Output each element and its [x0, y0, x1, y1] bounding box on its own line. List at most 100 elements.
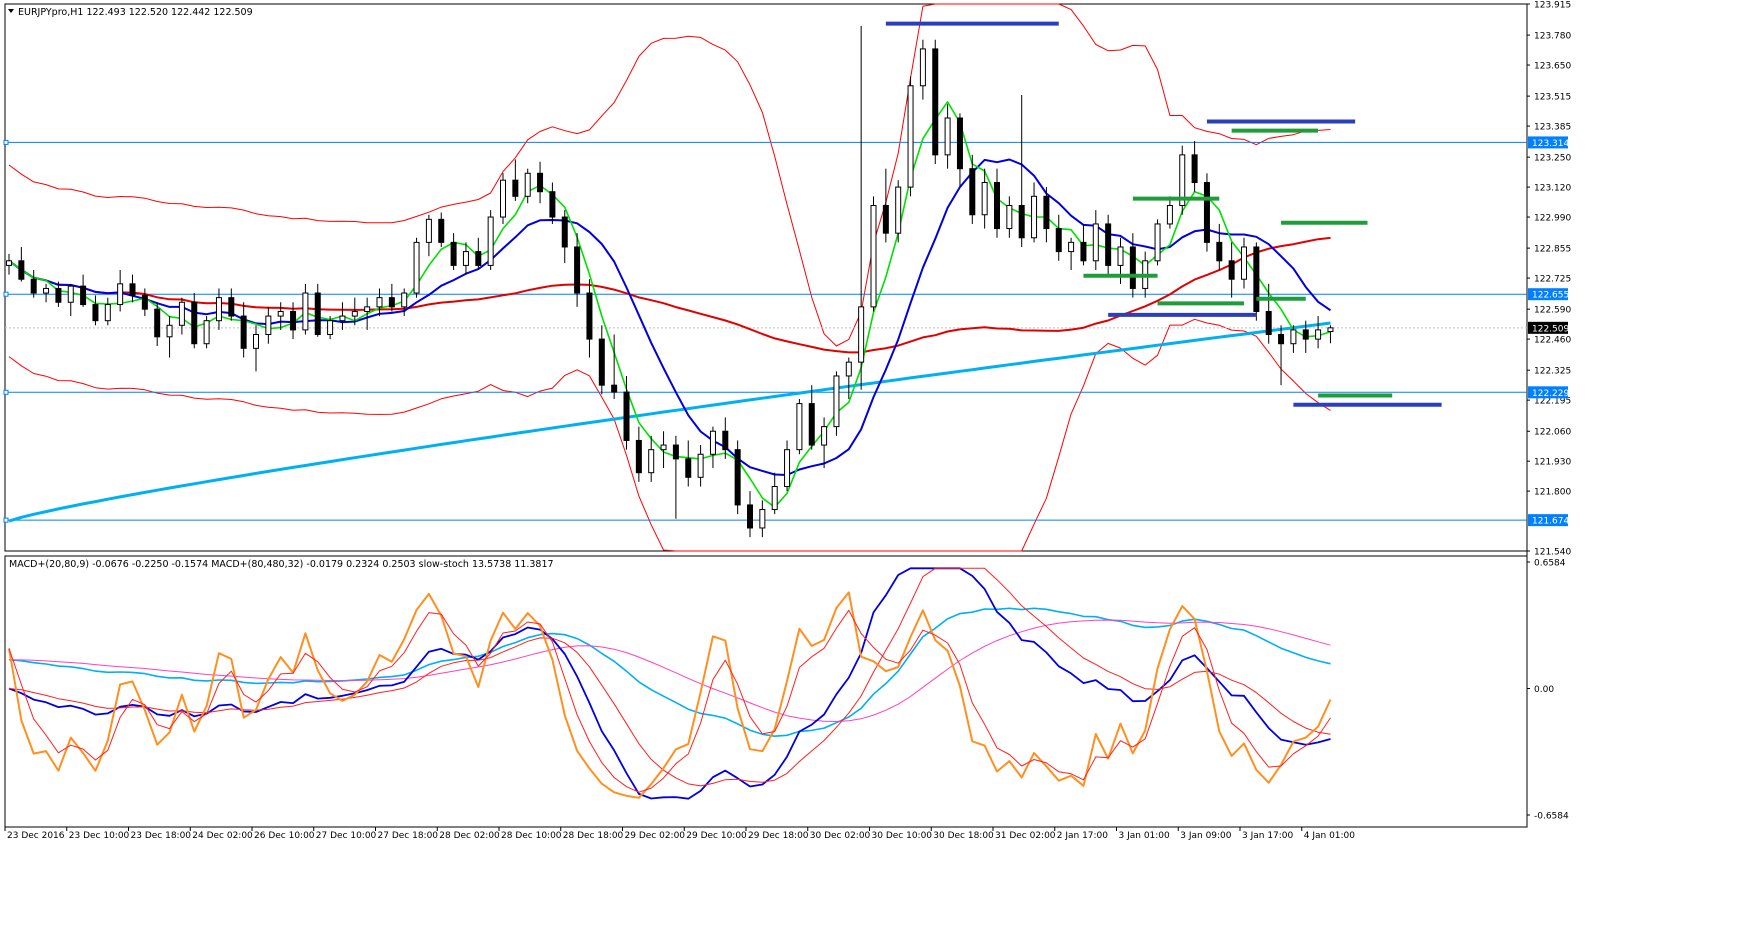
candle-body — [574, 246, 581, 294]
candle-body — [500, 179, 506, 218]
candle-body — [858, 306, 865, 363]
time-tick-label: 3 Jan 01:00 — [1119, 831, 1171, 841]
time-tick-label: 3 Jan 17:00 — [1242, 831, 1294, 841]
candle-body — [1068, 241, 1075, 253]
candle-body — [611, 384, 618, 393]
candle-body — [895, 186, 902, 234]
macd-fast-signal-line — [8, 567, 1331, 787]
candle-body — [784, 449, 791, 488]
candle-body — [1290, 329, 1297, 345]
candle-body — [104, 304, 111, 322]
horizontal-level-handle[interactable] — [3, 389, 9, 395]
candle-body — [166, 324, 173, 338]
horizontal-level-handle[interactable] — [3, 291, 9, 297]
candle-body — [1179, 154, 1186, 207]
time-tick-label: 29 Dec 18:00 — [748, 831, 809, 841]
candle-body — [117, 283, 124, 306]
candle-body — [524, 172, 531, 197]
candle-body — [549, 191, 556, 218]
candle-body — [1302, 329, 1309, 340]
candle-body — [67, 285, 74, 303]
candle-body — [339, 315, 346, 322]
candle-body — [240, 315, 247, 349]
indicator-tick-label: -0.6584 — [1534, 812, 1569, 822]
candle-body — [1265, 310, 1272, 336]
candle-body — [845, 361, 852, 377]
candle-body — [623, 391, 630, 441]
candle-body — [92, 304, 99, 322]
candle-body — [1315, 329, 1322, 340]
price-tick-label: 121.930 — [1534, 458, 1571, 468]
candle-body — [6, 260, 12, 266]
candle-body — [994, 181, 1000, 230]
candle-body — [709, 430, 716, 455]
candle-body — [450, 241, 457, 266]
candle-body — [796, 403, 803, 451]
candle-body — [228, 297, 235, 317]
candle-body — [586, 292, 593, 340]
candle-body — [191, 301, 198, 345]
price-tick-label: 122.855 — [1534, 245, 1571, 255]
price-tick-label: 122.590 — [1534, 306, 1571, 316]
time-tick-label: 2 Jan 17:00 — [1057, 831, 1109, 841]
candle-body — [388, 297, 395, 308]
symbol-dropdown-icon[interactable] — [8, 9, 14, 13]
candle-body — [722, 430, 729, 451]
candle-body — [253, 334, 259, 349]
candle-body — [1043, 195, 1050, 230]
time-axis: 23 Dec 2016 23 Dec 10:00 23 Dec 18:00 24 De… — [4, 826, 1527, 841]
candle-body — [1203, 181, 1210, 243]
candle-body — [129, 283, 136, 296]
candle-body — [1006, 205, 1013, 230]
candle-body — [1154, 223, 1161, 262]
horizontal-level-tag — [1528, 514, 1568, 527]
candle-body — [277, 310, 284, 317]
indicator-tick-label: 0.00 — [1534, 685, 1554, 695]
horizontal-level-label: 121.674 — [1532, 517, 1569, 527]
candle-body — [1117, 246, 1124, 266]
horizontal-level-label: 123.314 — [1532, 139, 1569, 149]
current-price-label: 122.509 — [1532, 324, 1569, 334]
candle-body — [1080, 241, 1087, 262]
price-tick-label: 123.915 — [1534, 1, 1571, 11]
candle-body — [1092, 223, 1099, 262]
time-tick-label: 4 Jan 01:00 — [1304, 831, 1356, 841]
time-tick-label: 28 Dec 02:00 — [439, 831, 500, 841]
candle-body — [1278, 334, 1285, 345]
candle-body — [1191, 154, 1198, 183]
price-tick-label: 123.120 — [1534, 184, 1571, 194]
candle-body — [80, 285, 87, 306]
candle-body — [685, 458, 692, 478]
horizontal-level-handle[interactable] — [3, 139, 9, 145]
indicator-readout: MACD+(20,80,9) -0.0676 -0.2250 -0.1574 M… — [9, 559, 554, 570]
indicator-tick-label: 0.6584 — [1534, 559, 1566, 569]
bollinger-upper-line — [8, 3, 1331, 347]
candle-body — [327, 320, 334, 336]
candle-body — [302, 292, 309, 331]
horizontal-level-handle[interactable] — [3, 517, 9, 523]
candle-body — [882, 205, 889, 234]
candle-body — [314, 292, 321, 336]
time-tick-label: 30 Dec 10:00 — [872, 831, 933, 841]
indicator-panel: MACD+(20,80,9) -0.0676 -0.2250 -0.1574 M… — [4, 555, 1569, 828]
candle-body — [364, 306, 371, 312]
candle-body — [1031, 195, 1038, 239]
price-tick-label: 123.780 — [1534, 32, 1571, 42]
candle-body — [401, 292, 408, 308]
price-tick-label: 122.195 — [1534, 397, 1571, 407]
time-tick-label: 27 Dec 10:00 — [316, 831, 377, 841]
candle-body — [215, 297, 222, 322]
candle-body — [487, 216, 494, 266]
price-tick-label: 123.385 — [1534, 123, 1571, 133]
candle-body — [1105, 223, 1112, 266]
time-tick-label: 31 Dec 02:00 — [995, 831, 1056, 841]
candle-body — [30, 278, 37, 294]
candle-body — [672, 444, 679, 460]
candle-body — [648, 449, 655, 474]
price-tick-label: 121.540 — [1534, 548, 1571, 558]
time-tick-label: 23 Dec 10:00 — [69, 831, 130, 841]
candle-body — [981, 181, 988, 216]
bollinger-lower-line — [8, 318, 1331, 552]
candle-body — [1216, 241, 1223, 262]
